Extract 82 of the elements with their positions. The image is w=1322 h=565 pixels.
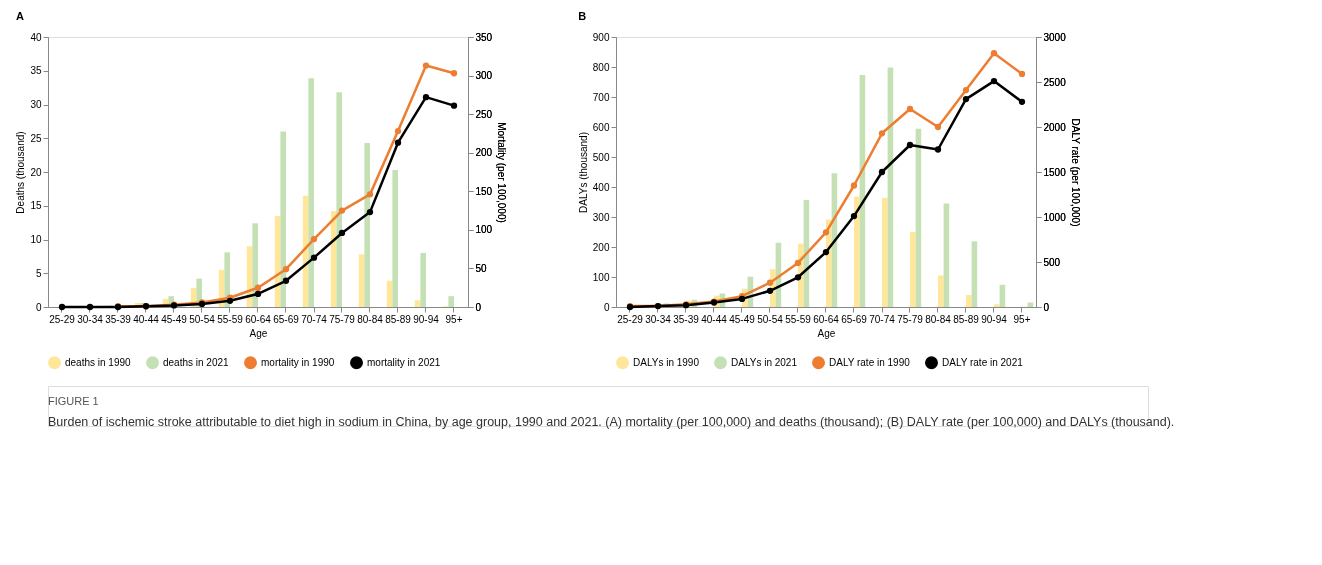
x-tick-label: 35-39 bbox=[673, 313, 700, 325]
y2-tick-label: 150 bbox=[475, 185, 493, 197]
legend-label: mortality in 1990 bbox=[261, 356, 335, 368]
y2-tick-label: 250 bbox=[475, 108, 493, 120]
legend-label: mortality in 2021 bbox=[367, 356, 441, 368]
x-tick-label: 35-39 bbox=[105, 313, 132, 325]
y2-tick-label: 0 bbox=[1043, 301, 1050, 313]
x-tick-label: 50-54 bbox=[189, 313, 216, 325]
y-tick-label: 0 bbox=[35, 301, 42, 313]
y-tick-label: 500 bbox=[592, 151, 610, 163]
x-tick-label: 85-89 bbox=[953, 313, 980, 325]
caption: FIGURE 1 bbox=[48, 395, 99, 407]
y2-tick-label: 1000 bbox=[1043, 211, 1067, 223]
y2-tick-label: 350 bbox=[475, 31, 493, 43]
x-tick-label: 45-49 bbox=[161, 313, 188, 325]
chart-title: A bbox=[15, 10, 24, 22]
y2-tick-label: 1500 bbox=[1043, 166, 1067, 178]
x-tick-label: 95+ bbox=[445, 313, 463, 325]
x-tick-label: 25-29 bbox=[617, 313, 644, 325]
y-tick-label: 15 bbox=[30, 200, 42, 212]
y2-tick-label: 2000 bbox=[1043, 121, 1067, 133]
legend-label: deaths in 1990 bbox=[65, 356, 132, 368]
x-tick-label: 55-59 bbox=[785, 313, 812, 325]
x-tick-label: 80-84 bbox=[357, 313, 384, 325]
x-tick-label: 65-69 bbox=[273, 313, 300, 325]
x-tick-label: 60-64 bbox=[813, 313, 840, 325]
y-tick-label: 700 bbox=[592, 91, 610, 103]
y2-tick-label: 200 bbox=[475, 147, 493, 159]
y-tick-label: 10 bbox=[30, 234, 42, 245]
text: Burden of ischemic stroke attributable to diet high in sodium in China, by age group, 1990 and 2021. (A) mortality (per 100,000) and deaths (thousand); (B) DALY rate (per 100,000) and DALYs (thousand). bbox=[48, 415, 1175, 429]
legend-label: DALY rate in 2021 bbox=[942, 356, 1024, 368]
y-tick-label: 100 bbox=[592, 271, 610, 283]
y-tick-label: 300 bbox=[592, 211, 610, 223]
x-tick-label: 45-49 bbox=[729, 313, 756, 325]
x-axis-title: Age bbox=[249, 327, 268, 339]
x-tick-label: 75-79 bbox=[897, 313, 924, 325]
chart-title: B bbox=[578, 10, 587, 22]
y-tick-label: 900 bbox=[592, 31, 610, 43]
y-tick-label: 40 bbox=[30, 31, 42, 43]
x-tick-label: 55-59 bbox=[217, 313, 244, 325]
y2-tick-label: 0 bbox=[475, 301, 482, 313]
y2-axis-title: Mortality (per 100,000) bbox=[496, 122, 508, 223]
y-tick-label: 25 bbox=[30, 132, 42, 144]
y2-axis-title: DALY rate (per 100,000) bbox=[1069, 118, 1081, 227]
y2-tick-label: 3000 bbox=[1043, 31, 1067, 43]
y2-tick-label: 100 bbox=[475, 224, 493, 236]
y-tick-label: 0 bbox=[603, 301, 610, 313]
y-tick-label: 600 bbox=[592, 121, 610, 133]
legend-label: deaths in 2021 bbox=[163, 356, 230, 368]
y-tick-label: 20 bbox=[30, 166, 42, 178]
x-tick-label: 30-34 bbox=[645, 313, 672, 325]
legend-label: DALYs in 1990 bbox=[633, 356, 700, 368]
y-tick-label: 30 bbox=[30, 99, 42, 110]
legend-label: DALYs in 2021 bbox=[731, 356, 798, 368]
x-tick-label: 95+ bbox=[1013, 313, 1031, 325]
x-axis-title: Age bbox=[817, 327, 836, 339]
y2-tick-label: 50 bbox=[475, 262, 488, 274]
x-tick-label: 30-34 bbox=[77, 313, 104, 325]
y2-tick-label: 2500 bbox=[1043, 76, 1067, 88]
y-axis-title: Deaths (thousand) bbox=[15, 131, 27, 214]
y-tick-label: 35 bbox=[30, 65, 42, 77]
y-tick-label: 200 bbox=[592, 241, 610, 253]
y2-tick-label: 500 bbox=[1043, 256, 1061, 268]
y2-tick-label: 300 bbox=[475, 70, 493, 82]
x-tick-label: 80-84 bbox=[925, 313, 952, 325]
x-tick-label: 85-89 bbox=[385, 313, 412, 325]
x-tick-label: 90-94 bbox=[981, 313, 1008, 325]
x-tick-label: 60-64 bbox=[245, 313, 272, 325]
y-tick-label: 800 bbox=[592, 61, 610, 73]
x-tick-label: 90-94 bbox=[413, 313, 440, 325]
legend-label: DALY rate in 1990 bbox=[829, 356, 911, 368]
x-tick-label: 50-54 bbox=[757, 313, 784, 325]
x-tick-label: 40-44 bbox=[133, 313, 160, 325]
x-tick-label: 65-69 bbox=[841, 313, 868, 325]
x-tick-label: 75-79 bbox=[329, 313, 356, 325]
y-tick-label: 400 bbox=[592, 181, 610, 193]
y-tick-label: 5 bbox=[35, 267, 42, 279]
x-tick-label: 70-74 bbox=[869, 313, 896, 325]
x-tick-label: 40-44 bbox=[701, 313, 728, 325]
x-tick-label: 70-74 bbox=[301, 313, 328, 325]
x-tick-label: 25-29 bbox=[49, 313, 76, 325]
y-axis-title: DALYs (thousand) bbox=[577, 132, 589, 213]
